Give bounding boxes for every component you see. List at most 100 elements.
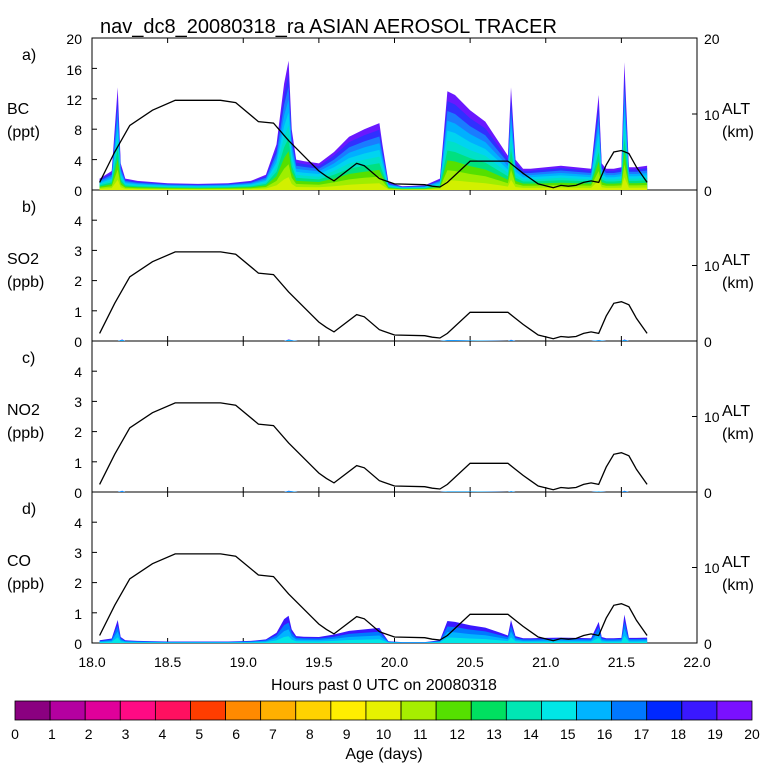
colorbar-swatch [330, 700, 367, 721]
colorbar-swatch [435, 700, 472, 721]
altitude-line [99, 553, 648, 642]
colorbar-swatch [49, 700, 86, 721]
alt-tick-label: 20 [704, 31, 720, 47]
alt-unit: (km) [722, 577, 754, 594]
ytick-label: 4 [74, 213, 82, 229]
colorbar-tick-label: 10 [376, 726, 392, 742]
panel-d-right-axis: 0 10 ALT (km) [704, 554, 754, 652]
panel-c-unit: (ppb) [7, 425, 44, 442]
colorbar-tick-label: 5 [195, 726, 203, 742]
colorbar-swatch [541, 700, 577, 721]
alt-tick-label: 0 [704, 334, 712, 350]
colorbar-tick-label: 0 [11, 726, 19, 742]
colorbar-tick-label: 1 [48, 726, 56, 742]
panel-ticks [91, 37, 698, 191]
colorbar-tick-label: 11 [413, 726, 428, 742]
colorbar-swatch [681, 700, 718, 721]
colorbar-swatch [190, 700, 226, 721]
ytick-label: 2 [74, 273, 82, 289]
panel-a-label: a) [22, 47, 36, 64]
colorbar-tick-label: 6 [232, 726, 240, 742]
colorbar-tick-label: 20 [744, 726, 760, 742]
colorbar-swatch [365, 700, 402, 721]
ytick-label: 1 [74, 455, 82, 471]
ytick-label: 4 [74, 364, 82, 380]
age-layer [99, 177, 648, 190]
panel-b-frame [91, 189, 698, 342]
alt-unit: (km) [722, 275, 754, 292]
panel-c-frame [91, 340, 698, 493]
alt-tick-label: 10 [704, 409, 720, 425]
alt-label: ALT [722, 554, 750, 571]
colorbar-swatch [611, 700, 648, 721]
ytick-label: 3 [74, 545, 82, 561]
panel-d-label: d) [22, 501, 36, 518]
alt-tick-label: 10 [704, 560, 720, 576]
panel-a-unit: (ppt) [7, 124, 40, 141]
chart-title: nav_dc8_20080318_ra ASIAN AEROSOL TRACER [100, 16, 557, 38]
panel-d-ytick-labels: 0 1 2 3 4 [74, 515, 82, 652]
colorbar-swatch [716, 700, 753, 721]
ytick-label: 4 [74, 515, 82, 531]
panel-a-frame [91, 37, 698, 191]
alt-label: ALT [722, 403, 750, 420]
colorbar-tick-label: 15 [560, 726, 576, 742]
altitude-line [99, 251, 648, 340]
colorbar-tick-label: 8 [306, 726, 314, 742]
panel-ticks [91, 340, 698, 493]
panel-c-right-axis: 0 10 ALT (km) [704, 403, 754, 501]
panel-b-name: SO2 [7, 251, 39, 268]
alt-tick-label: 0 [704, 183, 712, 199]
panel-c-ytick-labels: 0 1 2 3 4 [74, 364, 82, 501]
ytick-label: 0 [74, 183, 82, 199]
colorbar-tick-label: 3 [122, 726, 130, 742]
x-tick-label: 22.0 [683, 654, 710, 670]
colorbar-swatch [646, 700, 683, 721]
colorbar-tick-label: 2 [85, 726, 93, 742]
colorbar-swatch [225, 700, 262, 721]
ytick-label: 0 [74, 485, 82, 501]
x-tick-label: 21.0 [532, 654, 559, 670]
panel-d-unit: (ppb) [7, 576, 44, 593]
altitude-line [99, 99, 648, 189]
x-tick-label: 18.5 [154, 654, 181, 670]
panel-d-name: CO [7, 553, 31, 570]
panel-a-right-axis: 0 10 20 ALT (km) [704, 31, 754, 199]
alt-label: ALT [722, 101, 750, 118]
alt-label: ALT [722, 252, 750, 269]
panel-ticks [91, 189, 698, 342]
alt-tick-label: 10 [704, 258, 720, 274]
colorbar-swatch [505, 700, 542, 721]
ytick-label: 8 [74, 122, 82, 138]
x-tick-label: 20.0 [381, 654, 408, 670]
alt-tick-label: 10 [704, 107, 720, 123]
age-layer [99, 635, 648, 643]
colorbar-tick-label: 19 [707, 726, 723, 742]
ytick-label: 1 [74, 606, 82, 622]
colorbar-swatch [400, 700, 437, 721]
panel-b-label: b) [22, 199, 36, 216]
colorbar-swatch [295, 700, 332, 721]
colorbar-tick-label: 4 [159, 726, 167, 742]
ytick-label: 2 [74, 424, 82, 440]
colorbar-swatch [84, 700, 121, 721]
colorbar-tick-label: 13 [486, 726, 502, 742]
panel-a-name: BC [7, 101, 29, 118]
panel-c-label: c) [22, 350, 35, 367]
alt-unit: (km) [722, 426, 754, 443]
ytick-label: 12 [66, 92, 82, 108]
x-tick-label: 18.0 [78, 654, 105, 670]
ytick-label: 3 [74, 394, 82, 410]
x-tick-label: 19.0 [230, 654, 257, 670]
alt-unit: (km) [722, 124, 754, 141]
colorbar-swatch [260, 700, 297, 721]
ytick-label: 0 [74, 636, 82, 652]
panel-b-ytick-labels: 0 1 2 3 4 [74, 213, 82, 350]
ytick-label: 20 [66, 31, 82, 47]
alt-tick-label: 0 [704, 636, 712, 652]
plot-layers [91, 37, 698, 644]
tracer-area-co [99, 614, 648, 643]
ytick-label: 0 [74, 334, 82, 350]
x-tick-label: 20.5 [457, 654, 484, 670]
